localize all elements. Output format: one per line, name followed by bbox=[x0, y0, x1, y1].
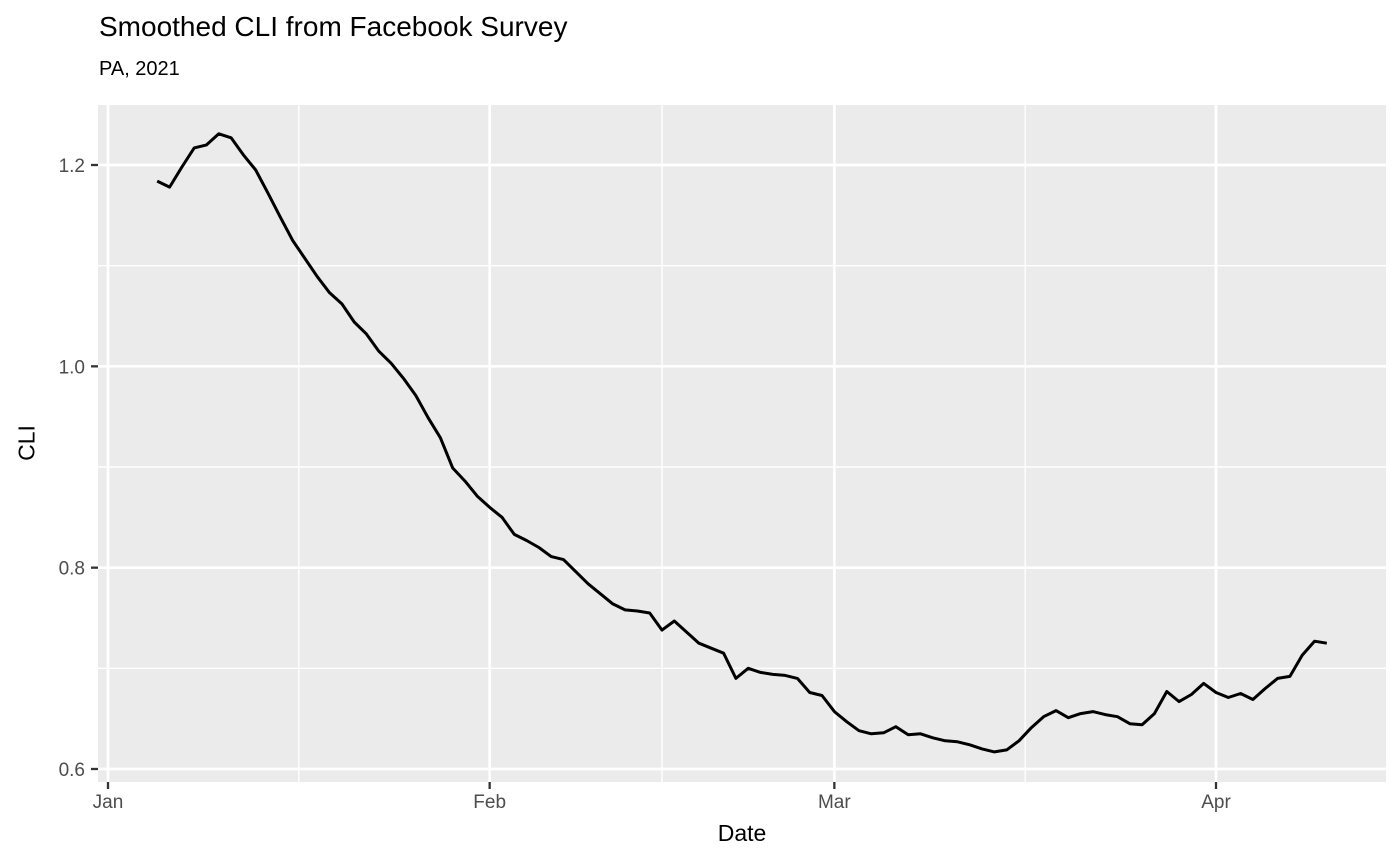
cli-series-line bbox=[156, 132, 1328, 754]
y-axis-title: CLI bbox=[13, 425, 40, 461]
x-tick-label: Jan bbox=[93, 792, 124, 813]
panel-background bbox=[98, 105, 1386, 782]
x-tick-label: Feb bbox=[473, 792, 506, 813]
y-tick-label: 0.8 bbox=[59, 559, 85, 580]
chart-subtitle: PA, 2021 bbox=[99, 58, 180, 80]
x-tick-label: Apr bbox=[1201, 792, 1231, 813]
y-tick-label: 0.6 bbox=[59, 760, 85, 781]
y-tick-label: 1.0 bbox=[59, 357, 85, 378]
x-tick-label: Mar bbox=[818, 792, 851, 813]
y-tick-label: 1.2 bbox=[59, 156, 85, 177]
x-axis-title: Date bbox=[717, 820, 767, 846]
chart-title: Smoothed CLI from Facebook Survey bbox=[99, 11, 568, 42]
